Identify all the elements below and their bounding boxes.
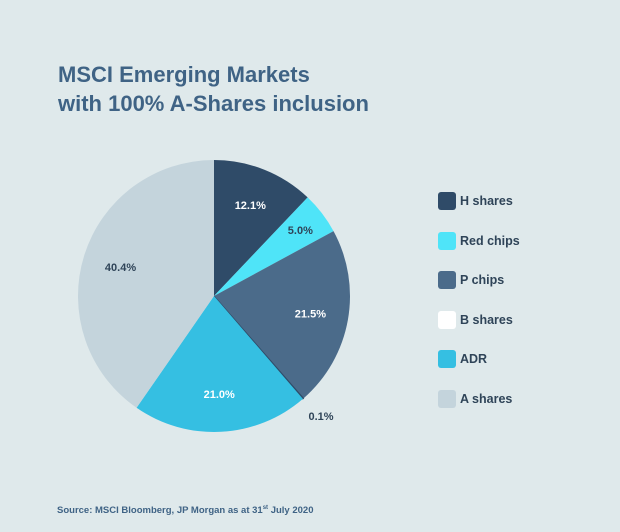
legend-label: H shares bbox=[460, 194, 513, 208]
legend-item: H shares bbox=[438, 191, 520, 211]
source-note: Source: MSCI Bloomberg, JP Morgan as at … bbox=[57, 505, 314, 517]
legend-label: Red chips bbox=[460, 233, 520, 248]
pie-slice-adr bbox=[136, 296, 303, 432]
pie-slice-b-shares bbox=[213, 295, 305, 400]
pie-slice-a-shares bbox=[78, 160, 215, 408]
pie-slice-red-chips bbox=[214, 197, 334, 296]
legend-label: B shares bbox=[460, 312, 513, 327]
pie-slice-p-chips bbox=[214, 231, 350, 399]
pie-slice-h-shares bbox=[214, 160, 308, 296]
legend-swatch bbox=[438, 192, 456, 210]
legend-label: A shares bbox=[460, 391, 513, 406]
legend-swatch bbox=[438, 389, 456, 408]
legend-label: P chips bbox=[460, 273, 505, 287]
legend-item: A shares bbox=[438, 389, 520, 409]
legend-swatch bbox=[438, 231, 456, 250]
legend-item: P chips bbox=[438, 270, 520, 290]
data-label: 5.0% bbox=[288, 225, 313, 237]
data-label: 0.1% bbox=[308, 411, 333, 423]
data-label: 40.4% bbox=[105, 262, 136, 274]
data-label: 21.5% bbox=[295, 308, 326, 320]
legend: H shares Red chips P chips B shares ADR A sha… bbox=[438, 191, 520, 428]
legend-label: ADR bbox=[460, 352, 488, 366]
legend-item: Red chips bbox=[438, 231, 520, 251]
legend-item: ADR bbox=[438, 349, 520, 369]
title-line-2: with 100% A-Shares inclusion bbox=[58, 91, 369, 116]
legend-swatch bbox=[438, 310, 456, 329]
legend-item: B shares bbox=[438, 310, 520, 330]
data-label: 21.0% bbox=[204, 389, 235, 401]
legend-swatch bbox=[438, 271, 456, 289]
data-label: 12.1% bbox=[235, 200, 266, 212]
legend-swatch bbox=[438, 350, 456, 368]
title-line-1: MSCI Emerging Markets bbox=[58, 62, 310, 87]
chart-title: MSCI Emerging Markets with 100% A-Shares… bbox=[58, 60, 369, 118]
